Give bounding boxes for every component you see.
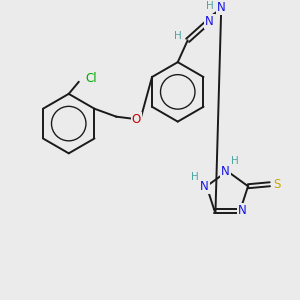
- Text: N: N: [221, 165, 230, 178]
- Text: H: H: [231, 156, 239, 166]
- Text: N: N: [217, 1, 226, 14]
- Text: N: N: [238, 204, 247, 217]
- Text: N: N: [205, 15, 214, 28]
- Text: O: O: [131, 113, 141, 126]
- Text: Cl: Cl: [85, 73, 97, 85]
- Text: H: H: [174, 32, 182, 41]
- Text: N: N: [200, 180, 209, 193]
- Text: H: H: [191, 172, 199, 182]
- Text: H: H: [206, 1, 213, 11]
- Text: S: S: [273, 178, 280, 191]
